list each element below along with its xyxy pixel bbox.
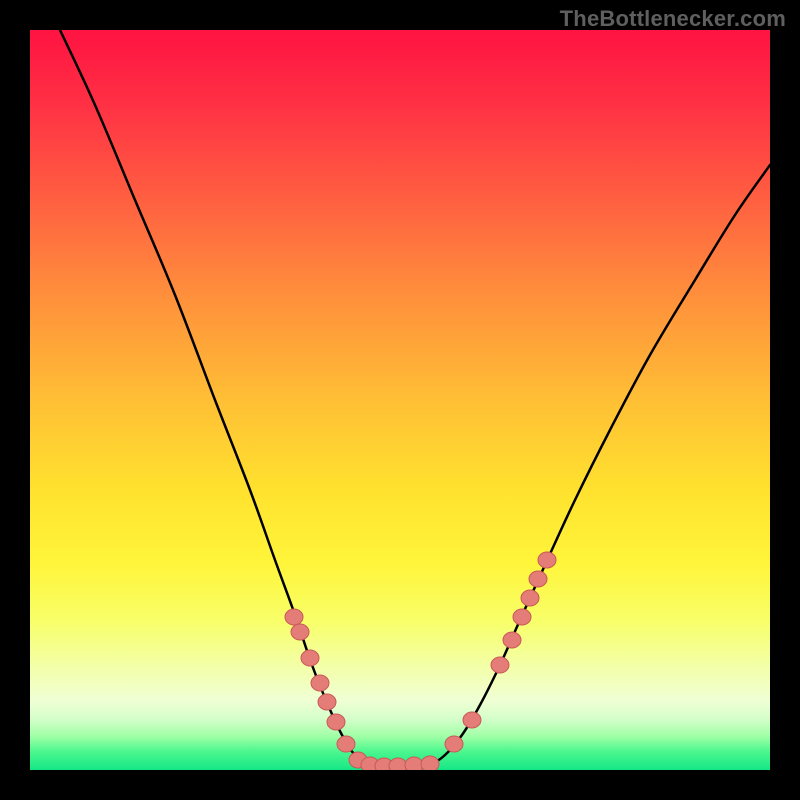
data-dot (311, 675, 329, 691)
data-dot (463, 712, 481, 728)
gradient-background (30, 30, 770, 770)
data-dot (503, 632, 521, 648)
data-dot (318, 694, 336, 710)
data-dot (491, 657, 509, 673)
data-dot (521, 590, 539, 606)
data-dot (529, 571, 547, 587)
data-dot (513, 609, 531, 625)
data-dot (301, 650, 319, 666)
data-dot (291, 624, 309, 640)
data-dot (445, 736, 463, 752)
watermark-text: TheBottlenecker.com (560, 6, 786, 32)
v-curve-chart (0, 0, 800, 800)
data-dot (538, 552, 556, 568)
data-dot (285, 609, 303, 625)
data-dot (337, 736, 355, 752)
data-dot (421, 756, 439, 772)
chart-container: TheBottlenecker.com (0, 0, 800, 800)
data-dot (327, 714, 345, 730)
